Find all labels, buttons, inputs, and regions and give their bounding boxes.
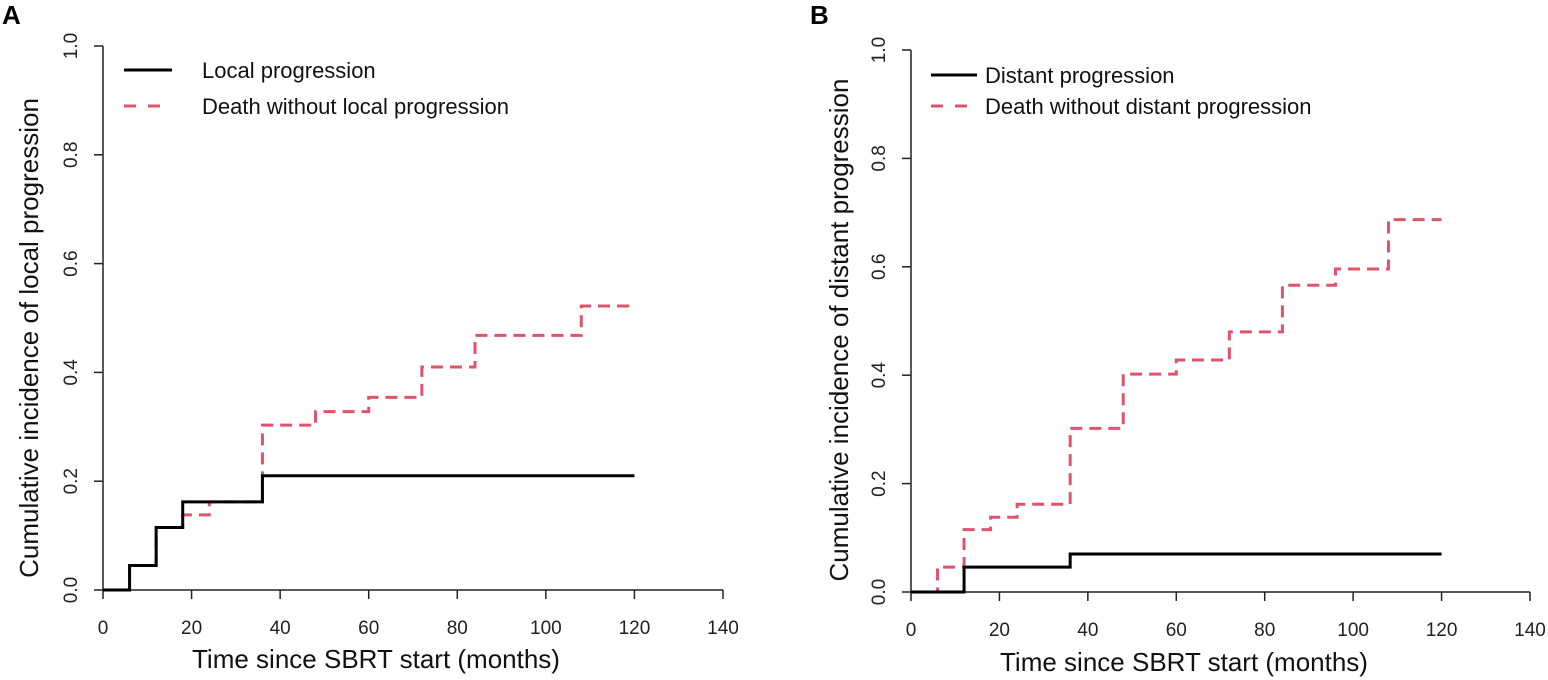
panel-b-plot <box>911 218 1442 594</box>
panel-a: A 0 20 40 60 80 100 120 140 0.0 0.2 0.4 0.6 0.8 1.0 L… <box>2 0 739 674</box>
panel-a-y-tick-label: 0.2 <box>61 468 82 494</box>
panel-b: B 0 20 40 60 80 100 120 140 0.0 0.2 0.4 0.6 0.8 1.0 D… <box>810 0 1546 677</box>
panel-b-x-tick-label: 140 <box>1514 620 1546 641</box>
panel-a-y-tick-label: 0.8 <box>61 142 82 168</box>
panel-b-y-tick-label: 0.8 <box>869 145 890 171</box>
panel-a-x-tick-label: 80 <box>447 618 468 639</box>
panel-b-legend: Distant progression Death without distant… <box>931 63 1312 119</box>
panel-b-legend-label: Distant progression <box>985 63 1175 88</box>
panel-a-series-progression-line <box>103 474 635 592</box>
panel-b-x-tick-label: 120 <box>1426 620 1458 641</box>
panel-b-letter: B <box>810 0 829 30</box>
panel-b-y-axis-title: Cumulative incidence of distant progress… <box>824 79 854 582</box>
panel-a-plot <box>103 304 635 592</box>
panel-a-x-tick-label: 20 <box>181 618 202 639</box>
panel-b-x-tick-label: 80 <box>1254 620 1275 641</box>
panel-a-x-axis-title: Time since SBRT start (months) <box>192 644 560 674</box>
panel-b-x-tick-label: 60 <box>1166 620 1187 641</box>
panel-a-x-tick-label: 100 <box>530 618 562 639</box>
panel-a-x-tick-label: 60 <box>358 618 379 639</box>
panel-b-series-death-line <box>911 218 1442 594</box>
panel-a-y-tick-label: 1.0 <box>61 33 82 59</box>
panel-a-x-tick-label: 40 <box>270 618 291 639</box>
panel-b-x-tick-label: 40 <box>1077 620 1098 641</box>
panel-a-y-axis-title: Cumulative incidence of local progressio… <box>14 98 44 578</box>
panel-b-series-progression-line <box>911 552 1442 594</box>
panel-a-x-tick-label: 120 <box>619 618 651 639</box>
panel-b-y-tick-label: 1.0 <box>869 37 890 63</box>
panel-b-y-tick-label: 0.0 <box>869 579 890 605</box>
panel-b-y-tick-label: 0.4 <box>869 362 890 389</box>
panel-b-y-tick-label: 0.6 <box>869 254 890 280</box>
panel-a-y-tick-label: 0.0 <box>61 577 82 603</box>
panel-b-legend-label: Death without distant progression <box>985 94 1312 119</box>
panel-b-axes: 0 20 40 60 80 100 120 140 0.0 0.2 0.4 0.6 0.8 1.0 <box>869 37 1546 641</box>
panel-a-y-tick-label: 0.6 <box>61 250 82 276</box>
panel-a-axes: 0 20 40 60 80 100 120 140 0.0 0.2 0.4 0.6 0.8 1.0 <box>61 33 739 639</box>
panel-b-x-tick-label: 100 <box>1337 620 1369 641</box>
panel-a-legend-label: Death without local progression <box>202 94 509 119</box>
panel-a-x-tick-label: 0 <box>98 618 109 639</box>
panel-a-x-tick-label: 140 <box>707 618 739 639</box>
panel-a-letter: A <box>2 0 21 30</box>
panel-a-legend-label: Local progression <box>202 58 376 83</box>
panel-a-legend: Local progression Death without local pro… <box>124 58 509 119</box>
panel-b-x-axis-title: Time since SBRT start (months) <box>1000 647 1368 677</box>
panel-b-x-tick-label: 20 <box>989 620 1010 641</box>
panel-b-x-tick-label: 0 <box>906 620 917 641</box>
panel-a-y-tick-label: 0.4 <box>61 359 82 386</box>
panel-a-series-death-line <box>103 304 635 592</box>
panel-b-y-tick-label: 0.2 <box>869 470 890 496</box>
